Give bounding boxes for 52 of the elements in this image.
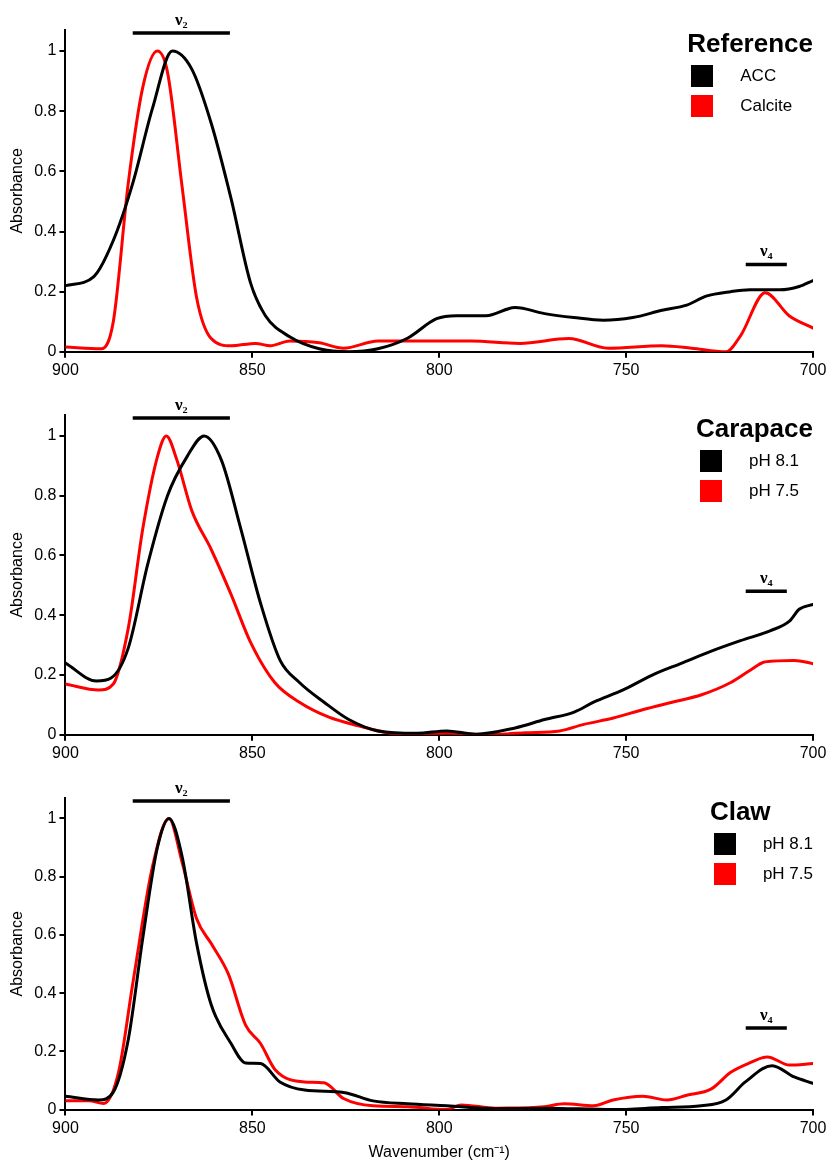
legend-title: Reference [687, 28, 813, 59]
y-tick-label: 0.2 [34, 282, 57, 300]
series-label: ν₂ [173, 777, 188, 797]
x-tick-label: 850 [238, 743, 266, 761]
series-label: ν₄ [758, 241, 773, 261]
legend-label: pH 7.5 [762, 864, 813, 884]
x-tick-label: 750 [612, 743, 640, 761]
legend-label: Calcite [740, 96, 793, 116]
y-tick-label: 0.6 [34, 925, 57, 943]
x-tick-label: 800 [425, 1118, 453, 1136]
x-tick-label: 850 [238, 1118, 266, 1136]
y-tick-label: 0 [47, 725, 57, 743]
x-axis-title: Wavenumber (cm⁻¹) [368, 1142, 510, 1160]
legend-label: pH 7.5 [748, 481, 800, 501]
y-tick-label: 0 [47, 1100, 57, 1118]
y-tick-label: 0.2 [34, 1041, 57, 1059]
y-axis-title: Absorbance [8, 148, 26, 234]
y-tick-label: 0.4 [34, 221, 57, 239]
y-tick-label: 0.4 [34, 983, 57, 1001]
x-tick-label: 750 [612, 360, 640, 378]
series-label: ν₄ [758, 568, 773, 588]
x-tick-label: 750 [612, 1118, 640, 1136]
x-tick-label: 800 [425, 360, 453, 378]
x-tick-label: 800 [425, 743, 453, 761]
legend-title: Carapace [695, 413, 813, 444]
x-tick-label: 900 [52, 743, 79, 761]
x-tick-label: 850 [238, 360, 266, 378]
y-tick-label: 0 [47, 342, 57, 360]
y-tick-label: 0.6 [34, 161, 57, 179]
y-tick-label: 0.6 [34, 545, 57, 563]
x-tick-label: 700 [799, 360, 827, 378]
series-label: ν₂ [173, 9, 188, 29]
x-tick-label: 700 [799, 1118, 827, 1136]
legend-label: ACC [740, 66, 777, 86]
series-label: ν₄ [758, 1004, 773, 1024]
y-tick-label: 0.2 [34, 665, 57, 683]
x-tick-label: 900 [52, 1118, 79, 1136]
x-tick-label: 700 [799, 743, 827, 761]
y-axis-title: Absorbance [8, 911, 26, 997]
y-tick-label: 0.4 [34, 605, 57, 623]
y-tick-label: 0.8 [34, 101, 57, 119]
y-tick-label: 1 [47, 426, 57, 444]
y-tick-label: 1 [47, 41, 57, 59]
series-label: ν₂ [173, 394, 188, 414]
y-axis-title: Absorbance [8, 532, 26, 618]
y-tick-label: 0.8 [34, 486, 57, 504]
y-tick-label: 1 [47, 808, 57, 826]
x-tick-label: 900 [52, 360, 79, 378]
legend-label: pH 8.1 [762, 834, 813, 854]
legend-title: Claw [709, 796, 772, 827]
legend-label: pH 8.1 [748, 451, 800, 471]
y-tick-label: 0.8 [34, 867, 57, 885]
